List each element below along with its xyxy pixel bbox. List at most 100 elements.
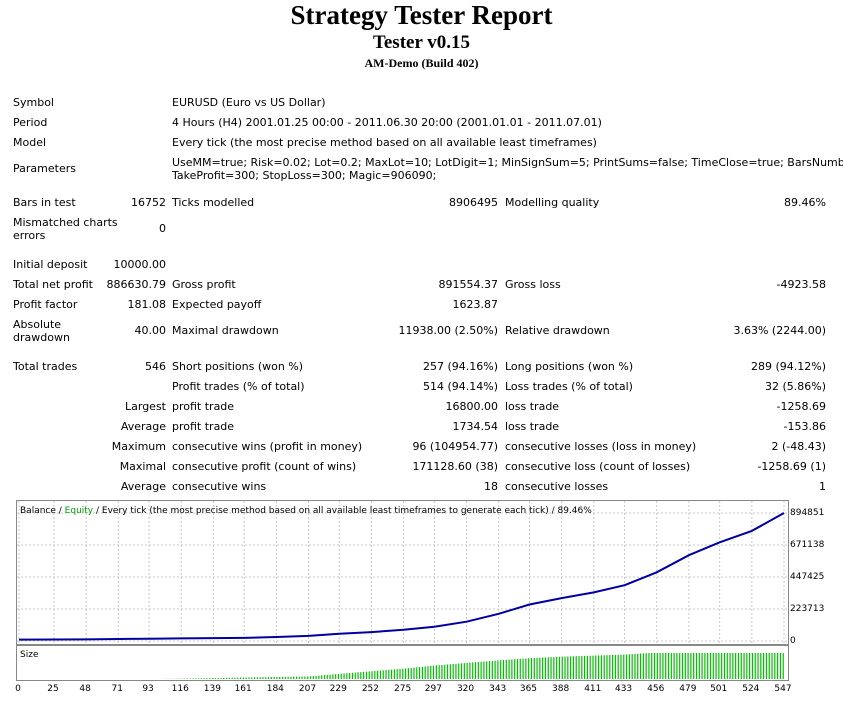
size-bar	[242, 677, 244, 679]
size-bar	[544, 657, 547, 679]
size-bar	[502, 659, 505, 679]
size-bar	[452, 664, 454, 679]
size-bar	[614, 654, 616, 679]
size-bar	[446, 664, 449, 679]
x-tick-label: 161	[234, 684, 252, 694]
size-bar	[751, 653, 754, 679]
size-bar	[318, 675, 320, 679]
size-bar	[340, 673, 342, 679]
absolute-drawdown-value: 40.00	[134, 324, 167, 337]
size-bar	[273, 677, 275, 679]
size-bar	[673, 653, 675, 679]
max-consec-wins-label: consecutive wins (profit in money)	[172, 440, 363, 453]
size-bar	[343, 673, 345, 679]
maximal-label: Maximal	[119, 460, 166, 473]
size-bar	[695, 653, 698, 679]
size-bar	[424, 666, 426, 679]
maximal-consec-profit-label: consecutive profit (count of wins)	[172, 460, 357, 473]
size-bar	[237, 677, 239, 679]
size-bar	[332, 674, 334, 679]
size-bar	[329, 674, 331, 679]
size-bar	[771, 653, 773, 679]
average-consec-losses-value: 1	[819, 480, 826, 493]
size-bar	[256, 677, 258, 679]
model-value: Every tick (the most precise method base…	[172, 136, 597, 149]
size-bar	[578, 656, 580, 679]
size-bar	[458, 663, 460, 679]
x-tick-label: 524	[742, 684, 760, 694]
size-bar	[449, 664, 451, 679]
size-bar	[656, 653, 658, 679]
size-bar	[729, 653, 731, 679]
size-bar	[198, 678, 200, 679]
size-bar	[715, 653, 717, 679]
size-bar	[712, 653, 714, 679]
largest-profit-label: profit trade	[172, 400, 235, 413]
size-bar	[309, 676, 312, 679]
size-bar	[679, 653, 681, 679]
long-positions-label: Long positions (won %)	[505, 360, 634, 373]
parameters-line-1: UseMM=true; Risk=0.02; Lot=0.2; MaxLot=1…	[172, 156, 843, 169]
x-tick-label: 365	[519, 684, 538, 694]
average-loss-label: loss trade	[505, 420, 560, 433]
size-bar	[530, 658, 533, 679]
size-bar	[293, 676, 295, 679]
total-trades-label: Total trades	[13, 360, 78, 373]
size-bar	[418, 667, 421, 679]
size-bar	[438, 665, 440, 679]
size-bar	[234, 677, 236, 679]
size-bar	[584, 655, 586, 679]
size-bar	[206, 678, 208, 679]
size-bar	[782, 653, 784, 679]
size-bar	[707, 653, 709, 679]
largest-label: Largest	[125, 400, 166, 413]
short-positions-value: 257 (94.16%)	[422, 360, 498, 373]
size-bar	[597, 655, 600, 679]
size-bar	[388, 669, 390, 679]
size-bar	[698, 653, 700, 679]
size-bar	[287, 676, 289, 679]
size-bar	[721, 653, 723, 679]
size-bar	[427, 666, 429, 679]
relative-drawdown-value: 3.63% (2244.00)	[733, 324, 826, 337]
size-bar	[477, 661, 479, 679]
tester-name: Tester v0.15	[372, 32, 471, 53]
size-bar	[704, 653, 706, 679]
size-bar	[354, 672, 356, 679]
size-bar	[581, 656, 583, 679]
y-tick-label: 223713	[790, 603, 825, 614]
balance-chart-svg: Balance / Equity / Every tick (the most …	[17, 501, 788, 644]
gross-loss-value: -4923.58	[776, 278, 826, 291]
x-tick-label: 184	[266, 684, 284, 694]
x-tick-label: 479	[679, 684, 697, 694]
symbol-label: Symbol	[13, 96, 54, 109]
size-bar	[611, 654, 614, 679]
loss-trades-value: 32 (5.86%)	[764, 380, 826, 393]
mismatch-label-1: Mismatched charts	[13, 216, 118, 229]
size-bar	[483, 661, 485, 679]
size-bar	[410, 667, 412, 679]
size-bar	[561, 656, 563, 679]
size-bar	[558, 656, 561, 679]
size-bar	[407, 668, 409, 679]
absolute-drawdown-label-1: Absolute	[13, 318, 62, 331]
size-bar	[267, 677, 270, 679]
report-title: Strategy Tester Report	[290, 0, 553, 30]
x-tick-label: 207	[298, 684, 317, 694]
size-bar	[444, 664, 446, 679]
size-bar	[192, 678, 194, 679]
size-bar	[357, 672, 359, 679]
size-bar	[508, 659, 510, 679]
period-label: Period	[13, 116, 48, 129]
size-bar	[209, 678, 211, 679]
size-bar	[757, 653, 759, 679]
size-bar	[743, 653, 745, 679]
largest-loss-value: -1258.69	[776, 400, 826, 413]
size-bar	[307, 676, 309, 679]
legend-description: / Every tick (the most precise method ba…	[93, 506, 592, 516]
size-bar	[572, 656, 575, 679]
size-bar	[301, 676, 303, 679]
size-bar	[335, 674, 337, 679]
bars-label: Bars in test	[13, 196, 76, 209]
size-panel-svg: Size	[20, 650, 784, 679]
